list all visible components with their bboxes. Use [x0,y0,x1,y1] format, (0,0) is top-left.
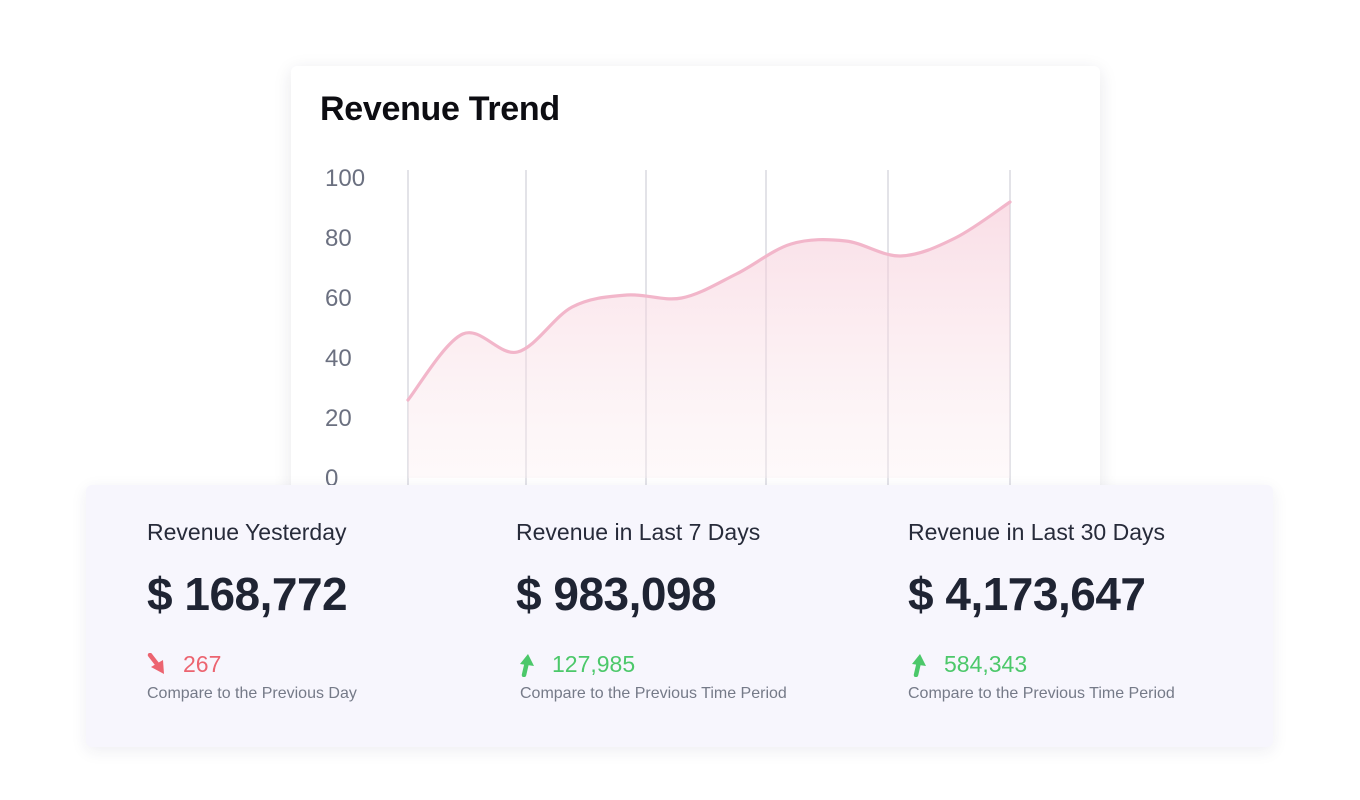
revenue-line [406,200,1012,402]
stat-label: Revenue in Last 30 Days [908,519,1165,545]
arrow-up-icon [520,653,534,677]
y-tick-label: 80 [325,225,352,252]
stat-value: $ 983,098 [516,568,717,620]
stat-label: Revenue in Last 7 Days [516,519,761,545]
stat-label: Revenue Yesterday [147,519,347,545]
stat-change: 127,985 [516,651,635,678]
y-tick-label: 100 [325,165,365,192]
stat-change-value: 127,985 [552,651,636,677]
stat-change-value: 584,343 [944,651,1028,677]
arrow-down-right-icon [147,652,164,674]
chart-title: Revenue Trend [320,90,560,128]
stat-change: 584,343 [908,651,1027,678]
stat-change-value: 267 [183,651,222,677]
stat-value: $ 4,173,647 [908,568,1146,620]
y-tick-label: 20 [325,405,352,432]
arrow-up-icon [912,653,926,677]
stat-value: $ 168,772 [147,568,348,620]
y-tick-label: 60 [325,285,352,312]
revenue-stats-panel: Revenue Yesterday $ 168,772 267 Compare … [86,485,1273,747]
stat-note: Compare to the Previous Time Period [520,685,787,702]
stat-note: Compare to the Previous Time Period [908,685,1175,702]
stat-change: 267 [147,651,221,678]
y-tick-label: 40 [325,345,352,372]
revenue-trend-card: Revenue Trend 100 80 60 40 20 0 [291,66,1100,526]
revenue-area [408,202,1010,478]
stat-note: Compare to the Previous Day [147,685,357,702]
